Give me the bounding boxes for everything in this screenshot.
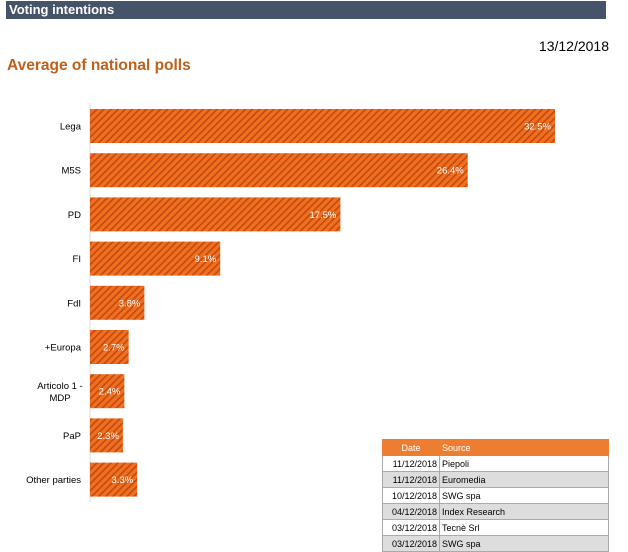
table-row: 10/12/2018 SWG spa (382, 487, 609, 504)
chart-title: Average of national polls (7, 57, 191, 74)
data-label: 2.3% (97, 431, 119, 442)
category-label: PaP (63, 431, 81, 442)
bar (90, 109, 555, 143)
data-label: 2.4% (99, 387, 121, 398)
bar (90, 330, 129, 364)
category-label: Other parties (26, 475, 81, 486)
data-label: 3.8% (119, 298, 141, 309)
row-source: Tecnè Srl (439, 519, 609, 536)
row-date: 11/12/2018 (382, 455, 440, 472)
row-source: SWG spa (439, 487, 609, 504)
row-date: 03/12/2018 (382, 519, 440, 536)
data-label: 9.1% (195, 254, 217, 265)
bar (90, 153, 468, 188)
row-source: Index Research (439, 503, 609, 520)
category-label: +Europa (45, 343, 82, 354)
col-source: Source (439, 439, 609, 456)
category-label: PD (68, 210, 81, 221)
report-date: 13/12/2018 (538, 38, 609, 54)
sources-table: Date Source 11/12/2018 Piepoli 11/12/2018 E… (382, 439, 609, 552)
bar (90, 462, 138, 497)
category-label: FdI (67, 298, 81, 309)
data-label: 3.3% (112, 475, 134, 486)
row-source: Piepoli (439, 455, 609, 472)
section-header: Voting intentions (6, 1, 606, 19)
category-label: Articolo 1 -MDP (37, 381, 82, 404)
bar (90, 418, 123, 453)
table-row: 11/12/2018 Euromedia (382, 471, 609, 488)
bar (90, 374, 125, 409)
category-label: Lega (60, 122, 82, 133)
row-date: 03/12/2018 (382, 535, 440, 552)
bar (90, 197, 341, 232)
data-label: 32.5% (524, 122, 551, 133)
bar (90, 241, 221, 276)
table-row: 03/12/2018 SWG spa (382, 535, 609, 552)
data-label: 17.5% (309, 210, 336, 221)
table-row: 11/12/2018 Piepoli (382, 455, 609, 472)
data-label: 2.7% (103, 343, 125, 354)
data-label: 26.4% (437, 166, 464, 177)
row-date: 04/12/2018 (382, 503, 440, 520)
table-row: 03/12/2018 Tecnè Srl (382, 519, 609, 536)
row-source: SWG spa (439, 535, 609, 552)
category-label: FI (73, 254, 81, 265)
category-label: M5S (61, 166, 81, 177)
row-date: 10/12/2018 (382, 487, 440, 504)
row-date: 11/12/2018 (382, 471, 440, 488)
row-source: Euromedia (439, 471, 609, 488)
bar (90, 285, 145, 320)
table-row: 04/12/2018 Index Research (382, 503, 609, 520)
col-date: Date (382, 439, 440, 456)
